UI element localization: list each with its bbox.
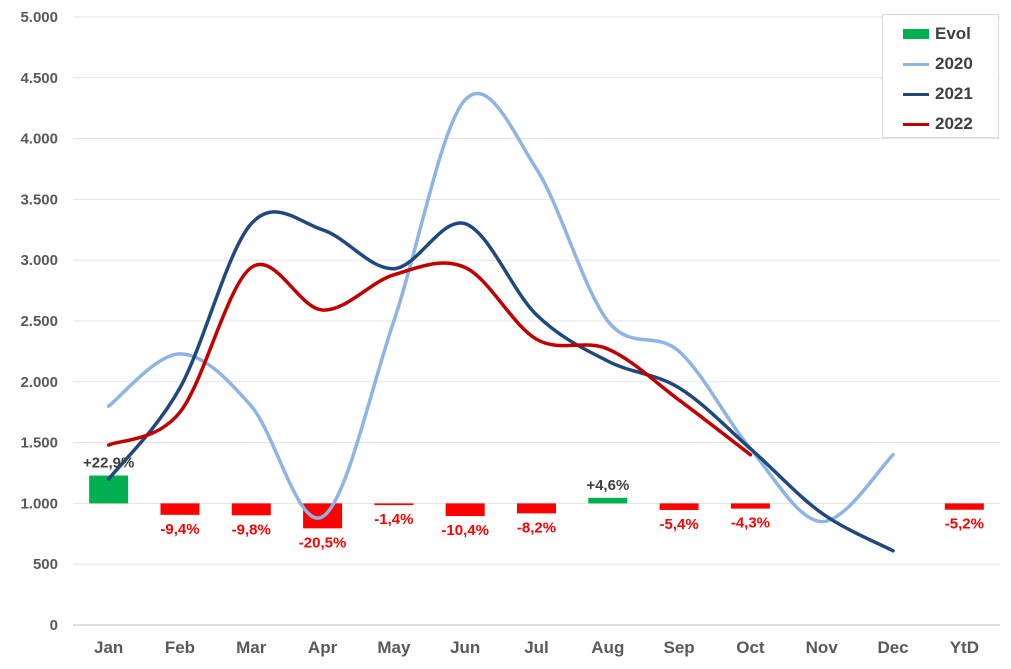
legend-item-2020: 2020 (883, 49, 998, 79)
evol-bar (231, 503, 271, 516)
y-tick-label: 4.500 (20, 70, 58, 87)
legend-item-2021: 2021 (883, 79, 998, 109)
y-tick-label: 2.500 (20, 313, 58, 330)
evol-bar (588, 497, 628, 504)
legend-swatch-2021 (903, 92, 929, 96)
bar-data-label: +22,9% (83, 455, 134, 472)
x-tick-label: Mar (236, 638, 267, 657)
bar-data-label: -1,4% (374, 511, 413, 528)
chart-legend: Evol 2020 2021 2022 (882, 14, 999, 138)
legend-label-2020: 2020 (935, 54, 973, 73)
x-tick-label: Aug (591, 638, 624, 657)
bar-data-label: -4,3% (731, 515, 770, 532)
x-tick-label: Feb (165, 638, 195, 657)
legend-swatch-evol (903, 29, 929, 39)
bar-data-label: -5,4% (660, 516, 699, 533)
legend-item-2022: 2022 (883, 109, 998, 139)
bar-data-label: -5,2% (945, 516, 984, 533)
y-tick-label: 5.000 (20, 9, 58, 26)
bar-data-label: -10,4% (441, 522, 489, 539)
legend-label-2021: 2021 (935, 84, 973, 103)
y-tick-label: 2.000 (20, 374, 58, 391)
evol-bar (944, 503, 984, 510)
x-tick-label: Dec (877, 638, 908, 657)
y-tick-label: 500 (33, 556, 58, 573)
legend-label-2022: 2022 (935, 114, 973, 133)
evol-bar (730, 503, 770, 509)
y-tick-label: 3.000 (20, 252, 58, 269)
x-tick-label: Nov (806, 638, 839, 657)
legend-label-evol: Evol (935, 24, 971, 43)
bar-data-label: +4,6% (586, 477, 629, 494)
evol-bar (374, 503, 414, 506)
evol-bar (659, 503, 699, 510)
x-tick-label: Oct (736, 638, 765, 657)
series-line-2021 (106, 210, 895, 553)
evol-bar (517, 503, 556, 514)
y-tick-label: 0 (50, 617, 58, 634)
y-tick-label: 4.000 (20, 131, 58, 148)
evol-bar (445, 503, 485, 517)
evol-bar (160, 503, 200, 515)
bar-data-label: -9,8% (232, 521, 271, 538)
x-tick-label: Jun (450, 638, 480, 657)
y-tick-label: 1.500 (20, 435, 58, 452)
bar-data-label: -20,5% (299, 534, 347, 551)
x-tick-label: YtD (950, 638, 979, 657)
legend-item-evol: Evol (883, 19, 998, 49)
x-tick-label: Apr (308, 638, 338, 657)
legend-swatch-2020 (903, 62, 929, 66)
x-tick-label: May (377, 638, 411, 657)
series-line-2022 (106, 261, 753, 457)
y-tick-label: 1.000 (20, 495, 58, 512)
bar-data-label: -9,4% (160, 521, 199, 538)
x-tick-label: Jul (524, 638, 549, 657)
bar-data-label: -8,2% (517, 519, 556, 536)
x-tick-label: Sep (664, 638, 695, 657)
x-tick-label: Jan (94, 638, 123, 657)
legend-swatch-2022 (903, 122, 929, 126)
y-tick-label: 3.500 (20, 191, 58, 208)
